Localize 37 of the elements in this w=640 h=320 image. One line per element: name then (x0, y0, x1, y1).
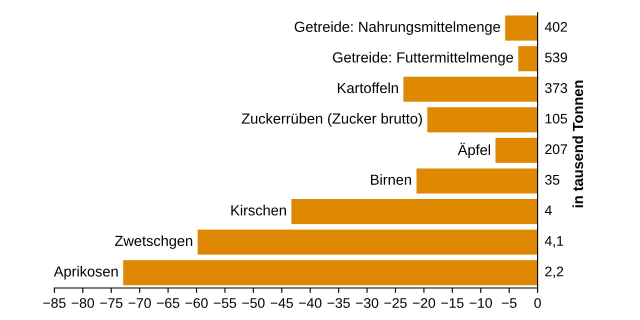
x-tick-label: −35 (328, 298, 350, 308)
x-tick-label: −5 (502, 298, 517, 308)
y-tick-label: Kirschen (231, 204, 286, 216)
y-tick-label: Kartoffeln (338, 82, 398, 94)
y-tick-label: Aprikosen (54, 266, 118, 280)
text: 4 (544, 206, 552, 216)
x-tick-label: −80 (72, 298, 94, 308)
y2-axis-title: in tausend Tonnen (572, 80, 584, 208)
x-tick-label: −30 (356, 298, 378, 308)
text: 539 (545, 52, 568, 62)
x-tick-label: −40 (299, 298, 322, 308)
text: 402 (544, 22, 568, 32)
y-tick-label: Getreide: Futtermittelmenge (332, 52, 514, 66)
y-tick-label: Birnen (371, 174, 412, 185)
x-tick-label: −25 (384, 298, 407, 308)
x-tick-label: −45 (270, 298, 293, 308)
text: 35 (545, 174, 560, 185)
x-tick-label: −15 (441, 298, 464, 308)
x-tick-label: −20 (412, 298, 436, 308)
text: 105 (546, 114, 568, 124)
x-tick-label: −60 (185, 298, 208, 308)
x-tick-label: −85 (43, 298, 66, 308)
text: 4,1 (544, 236, 564, 248)
y-tick-label: Getreide: Nahrungsmittelmenge (294, 21, 500, 35)
y-tick-label: Zwetschgen (114, 235, 192, 249)
y-tick-label: Zuckerrüben (Zucker brutto) (242, 113, 422, 127)
x-tick-label: −55 (214, 298, 236, 308)
x-tick-label: −10 (470, 298, 492, 308)
text: 207 (545, 144, 568, 154)
x-tick-label: 0 (534, 298, 541, 308)
x-tick-label: −70 (128, 298, 151, 308)
x-tick-label: −75 (100, 298, 122, 308)
text: 2,2 (545, 266, 564, 278)
x-tick-label: −65 (157, 298, 180, 308)
text: 373 (545, 83, 568, 93)
y-tick-label: Äpfel (458, 142, 490, 158)
x-tick-label: −50 (242, 298, 265, 308)
